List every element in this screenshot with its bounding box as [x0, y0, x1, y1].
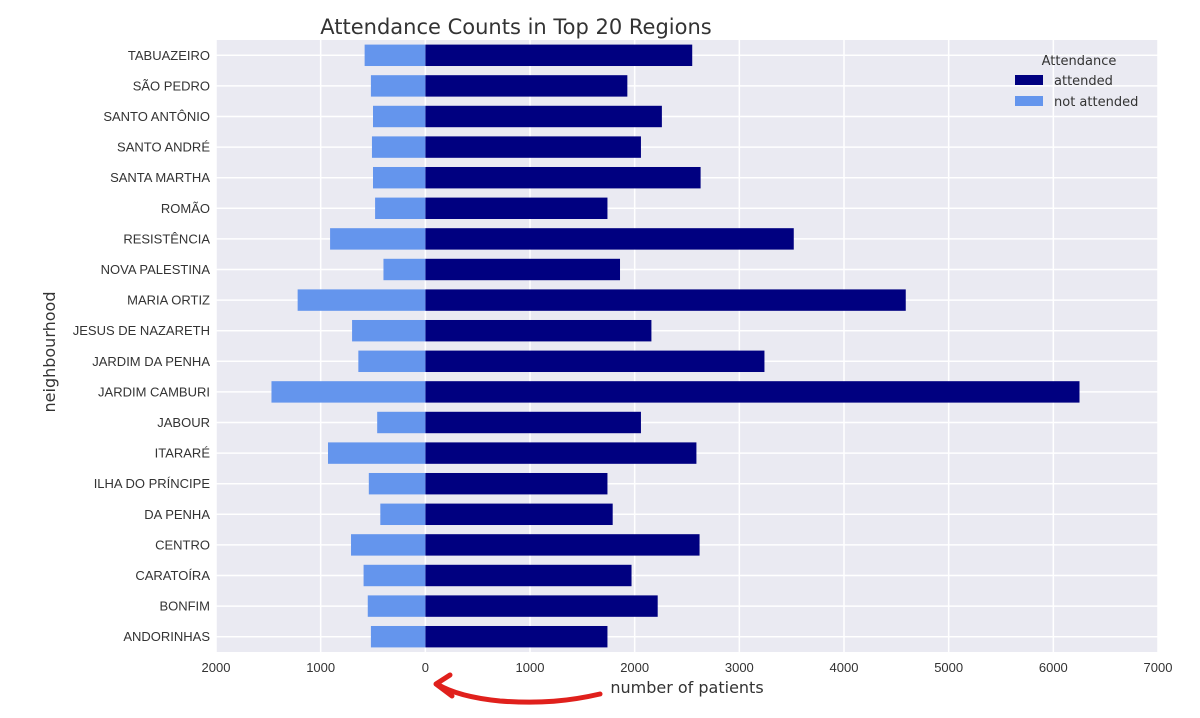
- bar-not-attended: [370, 75, 426, 97]
- legend: Attendance attended not attended: [1015, 54, 1138, 110]
- bar-attended: [425, 625, 608, 648]
- category-label: CARATOÍRA: [135, 568, 210, 583]
- bar-not-attended: [373, 166, 426, 189]
- bar-attended: [425, 472, 608, 495]
- bar-not-attended: [380, 503, 426, 526]
- x-tick-label: 6000: [1039, 660, 1068, 675]
- category-label: TABUAZEIRO: [128, 48, 210, 63]
- bar-attended: [425, 105, 662, 128]
- bar-not-attended: [297, 289, 426, 311]
- x-tick-labels: 2000 1000 0 1000 2000 3000 4000 5000 6000 7000: [202, 660, 1173, 675]
- bars: [271, 44, 1080, 648]
- bar-attended: [425, 166, 701, 189]
- legend-label-attended: attended: [1054, 74, 1113, 89]
- bar-not-attended: [351, 534, 426, 556]
- bar-not-attended: [375, 197, 426, 220]
- legend-title: Attendance: [1042, 54, 1117, 69]
- bar-not-attended: [371, 136, 426, 158]
- bar-not-attended: [363, 564, 426, 587]
- bar-not-attended: [364, 44, 426, 67]
- legend-label-not-attended: not attended: [1054, 95, 1138, 110]
- bar-attended: [425, 228, 794, 250]
- x-tick-label: 2000: [620, 660, 649, 675]
- bar-attended: [425, 75, 628, 97]
- category-label: ILHA DO PRÍNCIPE: [94, 476, 211, 491]
- chart-title: Attendance Counts in Top 20 Regions: [320, 15, 711, 39]
- bar-not-attended: [377, 411, 426, 434]
- bar-attended: [425, 534, 700, 556]
- x-tick-label: 7000: [1144, 660, 1173, 675]
- bar-attended: [425, 411, 641, 434]
- bar-not-attended: [271, 381, 426, 403]
- category-label: CENTRO: [155, 537, 210, 552]
- y-axis-label: neighbourhood: [40, 292, 59, 413]
- category-label: JESUS DE NAZARETH: [73, 323, 210, 338]
- red-arrow-head: [433, 672, 455, 699]
- bar-attended: [425, 319, 652, 342]
- category-label: DA PENHA: [144, 507, 210, 522]
- x-tick-label: 1000: [306, 660, 335, 675]
- bar-attended: [425, 136, 641, 158]
- category-label: RESISTÊNCIA: [123, 231, 210, 246]
- bar-attended: [425, 442, 697, 464]
- bar-not-attended: [368, 472, 426, 495]
- bar-attended: [425, 289, 906, 311]
- bar-attended: [425, 350, 765, 373]
- x-tick-label: 0: [422, 660, 429, 675]
- x-tick-label: 1000: [516, 660, 545, 675]
- x-axis-label: number of patients: [610, 678, 763, 697]
- x-tick-label: 4000: [830, 660, 859, 675]
- bar-not-attended: [373, 105, 426, 128]
- bar-not-attended: [383, 258, 426, 281]
- category-label: ANDORINHAS: [123, 629, 210, 644]
- category-label: JARDIM DA PENHA: [92, 354, 210, 369]
- x-tick-label: 2000: [202, 660, 231, 675]
- bar-attended: [425, 595, 658, 617]
- x-tick-label: 5000: [934, 660, 963, 675]
- bar-attended: [425, 564, 632, 587]
- legend-swatch-attended: [1015, 75, 1043, 85]
- bar-attended: [425, 381, 1080, 403]
- bar-attended: [425, 44, 693, 67]
- bar-not-attended: [327, 442, 426, 464]
- bar-attended: [425, 503, 613, 526]
- category-label: ROMÃO: [161, 201, 210, 216]
- category-label: JABOUR: [157, 415, 210, 430]
- bar-not-attended: [358, 350, 426, 373]
- legend-swatch-not-attended: [1015, 96, 1043, 106]
- category-label: SANTA MARTHA: [110, 170, 210, 185]
- y-tick-labels: TABUAZEIRO SÃO PEDRO SANTO ANTÔNIO SANTO AN…: [73, 48, 211, 644]
- bar-attended: [425, 258, 621, 281]
- category-label: NOVA PALESTINA: [101, 262, 211, 277]
- bar-not-attended: [330, 228, 426, 250]
- category-label: BONFIM: [159, 599, 210, 614]
- category-label: SANTO ANTÔNIO: [103, 109, 210, 124]
- category-label: SANTO ANDRÉ: [117, 140, 210, 155]
- bar-not-attended: [367, 595, 426, 617]
- x-tick-label: 3000: [725, 660, 754, 675]
- category-label: MARIA ORTIZ: [127, 293, 210, 308]
- bar-attended: [425, 197, 608, 220]
- plot-background: [216, 40, 1158, 652]
- category-label: SÃO PEDRO: [133, 78, 210, 93]
- red-arrow-annotation: [434, 681, 603, 705]
- bar-not-attended: [352, 319, 426, 342]
- bar-not-attended: [370, 625, 426, 648]
- category-label: JARDIM CAMBURI: [98, 384, 210, 399]
- category-label: ITARARÉ: [155, 446, 211, 461]
